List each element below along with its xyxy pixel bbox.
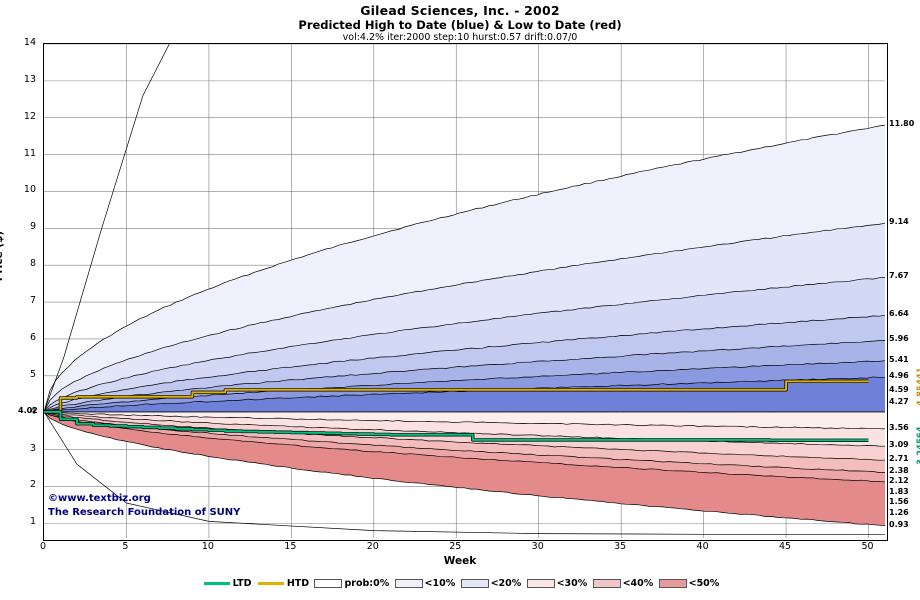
legend-swatch-prob0 [314,579,343,588]
plot-area [43,43,888,541]
y-tick-label: 8 [29,258,36,270]
right-value-label: 4.27 [889,396,909,406]
right-value-label: 7.67 [889,271,909,281]
right-value-label: 5.41 [889,354,909,364]
right-value-label: 1.83 [889,486,909,496]
ltd-end-label: 3.24564 [916,426,920,466]
right-value-label: 3.56 [889,422,909,432]
y-tick-label: 3 [29,442,36,454]
y-tick-label: 6 [29,331,36,343]
legend-label-30: <30% [556,578,588,589]
x-tick-label: 30 [531,541,544,552]
chart-title: Gilead Sciences, Inc. - 2002 [360,3,560,18]
legend-swatch-10 [394,579,423,588]
x-axis-title: Week [443,555,477,567]
legend-swatch-40 [592,579,621,588]
right-value-label: 2.12 [889,475,909,485]
right-value-label: 6.64 [889,309,909,319]
x-tick-label: 25 [449,541,462,552]
legend-swatch-50 [658,579,687,588]
y-tick-label: 2 [29,479,36,491]
y-tick-label: 4 [29,405,36,417]
y-axis-title: Price ($) [0,230,6,282]
right-value-label: 5.96 [889,334,909,344]
right-value-label: 1.26 [889,507,909,517]
x-tick-label: 20 [366,541,379,552]
x-tick-label: 40 [696,541,709,552]
chart-parameters: vol:4.2% iter:2000 step:10 hurst:0.57 dr… [342,32,578,43]
x-tick-label: 15 [284,541,297,552]
legend-swatch-ltd [203,582,230,585]
right-value-label: 2.38 [889,466,909,476]
legend-label-40: <40% [622,578,654,589]
legend-swatch-htd [257,582,284,585]
legend-swatch-20 [460,579,489,588]
credit-line-2: The Research Foundation of SUNY [48,507,241,518]
y-tick-label: 11 [23,147,36,159]
legend-label-50: <50% [688,578,720,589]
legend-swatch-30 [526,579,555,588]
chart-legend: LTD HTD prob:0% <10% <20% <30% <40% <50% [0,578,920,589]
x-tick-label: 0 [39,541,47,552]
x-tick-label: 50 [861,541,874,552]
right-value-label: 0.93 [889,519,909,529]
y-tick-label: 10 [23,184,36,196]
x-tick-label: 10 [201,541,214,552]
credit-line-1: ©www.textbiz.org [48,493,151,504]
y-tick-label: 12 [23,110,36,122]
right-value-label: 11.80 [889,119,915,129]
x-tick-label: 5 [122,541,129,552]
y-tick-label: 5 [29,368,36,380]
right-value-label: 4.96 [889,371,909,381]
right-value-label: 2.71 [889,454,909,464]
y-tick-label: 9 [29,221,36,233]
htd-end-label: 4.85441 [916,367,920,407]
legend-label-htd: HTD [286,578,310,589]
y-tick-label: 14 [23,37,36,48]
legend-label-20: <20% [490,578,522,589]
right-value-label: 3.09 [889,440,909,450]
legend-label-ltd: LTD [232,578,252,589]
x-tick-label: 45 [779,541,792,552]
y-tick-label: 7 [29,295,36,307]
legend-label-prob0: prob:0% [344,578,390,589]
start-value-label: 4.02 [18,405,38,415]
x-tick-label: 35 [614,541,627,552]
y-tick-label: 13 [23,73,36,85]
y-tick-label: 1 [29,516,36,528]
chart-subtitle: Predicted High to Date (blue) & Low to D… [298,18,622,32]
plot-canvas [44,44,885,538]
right-value-label: 9.14 [889,217,909,227]
legend-label-10: <10% [424,578,456,589]
right-value-label: 1.56 [889,496,909,506]
right-value-label: 4.59 [889,384,909,394]
credit-block: ©www.textbiz.org The Research Foundation… [48,492,240,520]
